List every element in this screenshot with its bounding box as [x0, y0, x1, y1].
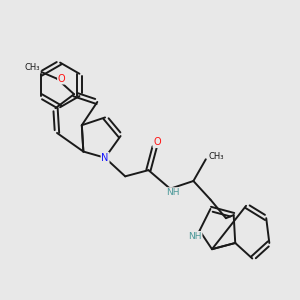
Text: O: O — [58, 74, 65, 84]
Text: CH₃: CH₃ — [209, 152, 224, 161]
Text: NH: NH — [188, 232, 202, 241]
Text: O: O — [153, 137, 161, 147]
Text: CH₃: CH₃ — [25, 63, 40, 72]
Text: NH: NH — [166, 188, 179, 197]
Text: N: N — [101, 153, 109, 163]
